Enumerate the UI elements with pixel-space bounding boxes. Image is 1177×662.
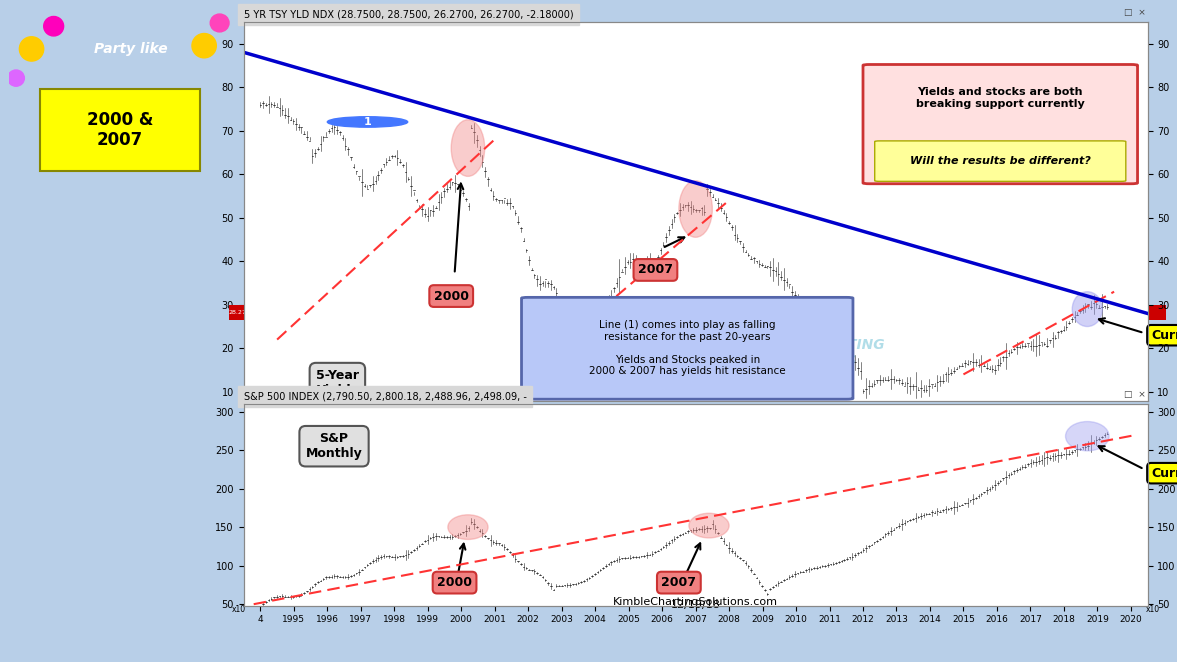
Text: 2000: 2000 (433, 289, 468, 303)
Text: 1: 1 (364, 117, 372, 127)
FancyBboxPatch shape (1149, 305, 1166, 320)
Ellipse shape (19, 37, 44, 61)
Ellipse shape (211, 14, 230, 32)
Text: 12/19/18: 12/19/18 (671, 600, 720, 610)
Text: Line (1) comes into play as falling
resistance for the past 20-years

Yields and: Line (1) comes into play as falling resi… (588, 320, 785, 377)
Text: 2007: 2007 (638, 263, 673, 277)
Text: 2007: 2007 (661, 576, 697, 589)
Text: 28.27: 28.27 (228, 310, 246, 315)
Text: Yields and stocks are both
breaking support currently: Yields and stocks are both breaking supp… (916, 87, 1085, 109)
FancyBboxPatch shape (875, 141, 1126, 181)
Text: □  ×: □ × (1124, 9, 1145, 17)
Text: 5 YR TSY YLD NDX (28.7500, 28.7500, 26.2700, 26.2700, -2.18000): 5 YR TSY YLD NDX (28.7500, 28.7500, 26.2… (244, 10, 573, 20)
Ellipse shape (44, 17, 64, 36)
Text: Current: Current (1151, 467, 1177, 480)
Text: x10: x10 (232, 605, 246, 614)
Ellipse shape (8, 70, 25, 86)
Ellipse shape (192, 34, 217, 58)
Text: □  ×: □ × (1124, 390, 1145, 399)
Ellipse shape (679, 181, 712, 237)
Text: 2000: 2000 (437, 576, 472, 589)
Text: KimbleChartingSolutions.com: KimbleChartingSolutions.com (613, 597, 778, 607)
Ellipse shape (451, 120, 485, 176)
Circle shape (327, 117, 407, 127)
Ellipse shape (448, 515, 488, 540)
FancyBboxPatch shape (228, 305, 245, 320)
Text: 5-Year
Yields: 5-Year Yields (315, 369, 359, 397)
Text: S&P
Monthly: S&P Monthly (306, 432, 363, 460)
Ellipse shape (1065, 422, 1109, 451)
Text: S&P 500 INDEX (2,790.50, 2,800.18, 2,488.96, 2,498.09, -: S&P 500 INDEX (2,790.50, 2,800.18, 2,488… (244, 392, 526, 402)
Text: KIMBLE CHARTING
SOLUTIONS: KIMBLE CHARTING SOLUTIONS (742, 338, 885, 367)
Text: 2000 &
2007: 2000 & 2007 (87, 111, 153, 150)
Ellipse shape (1072, 292, 1103, 326)
FancyBboxPatch shape (40, 89, 200, 171)
Ellipse shape (689, 513, 729, 538)
FancyBboxPatch shape (863, 64, 1137, 184)
Text: x10: x10 (1145, 605, 1159, 614)
Text: Will the results be different?: Will the results be different? (910, 156, 1091, 166)
Text: Current: Current (1151, 329, 1177, 342)
Text: Party like: Party like (94, 42, 168, 56)
FancyBboxPatch shape (521, 297, 853, 399)
